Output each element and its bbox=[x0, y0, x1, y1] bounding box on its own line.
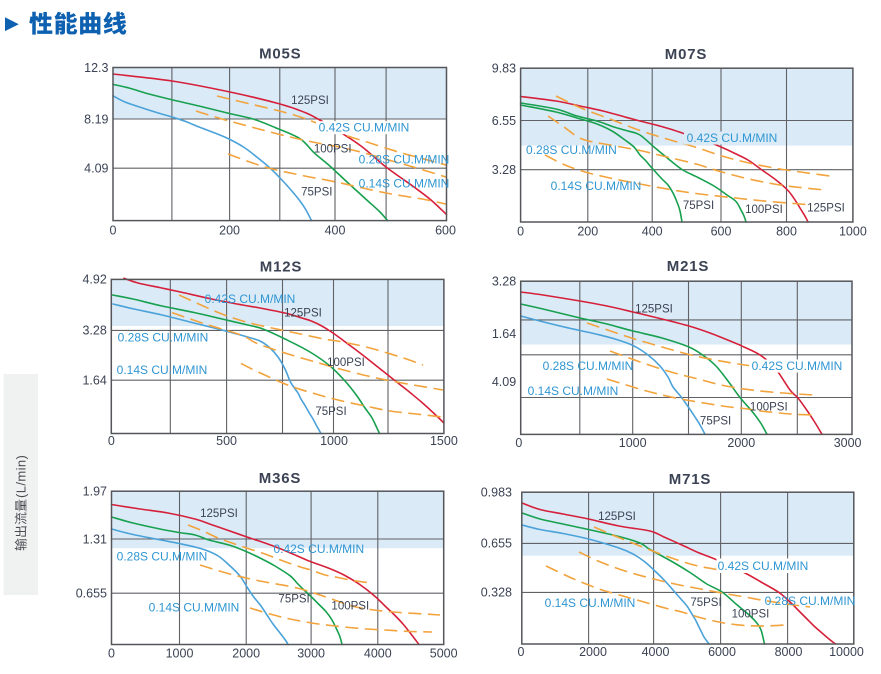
svg-text:600: 600 bbox=[711, 225, 732, 239]
svg-text:0.328: 0.328 bbox=[481, 586, 512, 600]
svg-text:0.14S CU.M/MIN: 0.14S CU.M/MIN bbox=[528, 384, 619, 398]
svg-text:0.14S CU.M/MIN: 0.14S CU.M/MIN bbox=[117, 363, 208, 377]
svg-text:M05S: M05S bbox=[259, 46, 301, 63]
svg-text:3000: 3000 bbox=[297, 646, 325, 660]
svg-text:75PSI: 75PSI bbox=[683, 200, 714, 212]
svg-text:200: 200 bbox=[219, 224, 240, 238]
svg-text:6.55: 6.55 bbox=[492, 114, 516, 128]
svg-text:0.42S CU.M/MIN: 0.42S CU.M/MIN bbox=[687, 131, 778, 145]
svg-text:M12S: M12S bbox=[260, 259, 302, 276]
svg-text:3.28: 3.28 bbox=[82, 324, 106, 338]
svg-text:0.28S CU.M/MIN: 0.28S CU.M/MIN bbox=[117, 549, 208, 563]
svg-text:75PSI: 75PSI bbox=[700, 416, 731, 428]
svg-text:4.09: 4.09 bbox=[84, 162, 108, 176]
svg-text:0: 0 bbox=[518, 645, 525, 659]
svg-text:0: 0 bbox=[515, 436, 522, 450]
svg-text:4.09: 4.09 bbox=[492, 375, 516, 389]
svg-text:100PSI: 100PSI bbox=[745, 204, 783, 216]
svg-text:M07S: M07S bbox=[665, 46, 707, 63]
svg-text:0.42S CU.M/MIN: 0.42S CU.M/MIN bbox=[273, 542, 364, 556]
svg-text:0.42S CU.M/MIN: 0.42S CU.M/MIN bbox=[718, 559, 809, 573]
svg-text:100PSI: 100PSI bbox=[331, 601, 369, 613]
svg-text:125PSI: 125PSI bbox=[598, 511, 636, 523]
svg-text:3.28: 3.28 bbox=[492, 163, 516, 177]
svg-text:0.14S CU.M/MIN: 0.14S CU.M/MIN bbox=[149, 601, 240, 615]
svg-text:1000: 1000 bbox=[839, 225, 867, 239]
svg-text:4.92: 4.92 bbox=[82, 273, 106, 287]
svg-text:1000: 1000 bbox=[166, 646, 194, 660]
svg-text:125PSI: 125PSI bbox=[291, 95, 329, 107]
svg-text:5000: 5000 bbox=[430, 646, 458, 660]
svg-text:125PSI: 125PSI bbox=[635, 304, 673, 316]
svg-text:8.19: 8.19 bbox=[84, 112, 108, 126]
svg-text:1.64: 1.64 bbox=[492, 327, 516, 341]
svg-text:400: 400 bbox=[642, 225, 663, 239]
svg-text:0.14S CU.M/MIN: 0.14S CU.M/MIN bbox=[545, 596, 636, 610]
svg-text:2000: 2000 bbox=[579, 645, 607, 659]
svg-text:12.3: 12.3 bbox=[84, 61, 108, 75]
svg-text:75PSI: 75PSI bbox=[301, 187, 332, 199]
svg-text:1.64: 1.64 bbox=[82, 374, 106, 388]
svg-text:8000: 8000 bbox=[775, 645, 803, 659]
svg-text:3.28: 3.28 bbox=[492, 275, 516, 289]
svg-text:400: 400 bbox=[325, 224, 346, 238]
svg-text:1.31: 1.31 bbox=[83, 532, 107, 546]
svg-text:75PSI: 75PSI bbox=[278, 594, 309, 606]
svg-text:0.14S CU.M/MIN: 0.14S CU.M/MIN bbox=[359, 177, 450, 191]
svg-text:0.983: 0.983 bbox=[481, 486, 512, 500]
svg-text:125PSI: 125PSI bbox=[200, 508, 238, 520]
svg-text:9.83: 9.83 bbox=[492, 62, 516, 76]
svg-text:0.42S CU.M/MIN: 0.42S CU.M/MIN bbox=[319, 121, 410, 135]
svg-text:0: 0 bbox=[108, 434, 115, 448]
svg-text:0.655: 0.655 bbox=[76, 587, 107, 601]
svg-text:100PSI: 100PSI bbox=[750, 402, 788, 414]
svg-text:4000: 4000 bbox=[364, 646, 392, 660]
svg-text:0.14S CU.M/MIN: 0.14S CU.M/MIN bbox=[551, 179, 642, 193]
svg-text:125PSI: 125PSI bbox=[807, 203, 845, 215]
svg-text:100PSI: 100PSI bbox=[314, 143, 352, 155]
svg-text:75PSI: 75PSI bbox=[315, 406, 346, 418]
svg-text:1000: 1000 bbox=[320, 434, 348, 448]
svg-text:1.97: 1.97 bbox=[83, 485, 107, 499]
svg-text:0: 0 bbox=[517, 225, 524, 239]
svg-text:(L/min): (L/min) bbox=[14, 455, 29, 498]
svg-text:125PSI: 125PSI bbox=[284, 308, 322, 320]
svg-text:2000: 2000 bbox=[232, 646, 260, 660]
svg-text:M21S: M21S bbox=[667, 258, 709, 275]
svg-text:M36S: M36S bbox=[259, 470, 301, 487]
svg-text:0.28S CU.M/MIN: 0.28S CU.M/MIN bbox=[526, 143, 617, 157]
svg-text:0.28S CU.M/MIN: 0.28S CU.M/MIN bbox=[765, 594, 856, 608]
svg-text:100PSI: 100PSI bbox=[327, 357, 365, 369]
svg-text:3000: 3000 bbox=[834, 436, 862, 450]
svg-text:800: 800 bbox=[776, 225, 797, 239]
svg-text:0.42S CU.M/MIN: 0.42S CU.M/MIN bbox=[752, 359, 843, 373]
svg-text:75PSI: 75PSI bbox=[690, 597, 721, 609]
svg-text:6000: 6000 bbox=[708, 645, 736, 659]
svg-text:0: 0 bbox=[110, 224, 117, 238]
svg-text:0.42S CU.M/MIN: 0.42S CU.M/MIN bbox=[205, 292, 296, 306]
svg-text:500: 500 bbox=[216, 434, 237, 448]
svg-text:100PSI: 100PSI bbox=[732, 609, 770, 621]
svg-text:0.28S CU.M/MIN: 0.28S CU.M/MIN bbox=[118, 331, 209, 345]
svg-text:0.28S CU.M/MIN: 0.28S CU.M/MIN bbox=[543, 359, 634, 373]
svg-text:1500: 1500 bbox=[430, 434, 458, 448]
svg-text:600: 600 bbox=[435, 224, 456, 238]
svg-text:0: 0 bbox=[108, 646, 115, 660]
svg-text:0.655: 0.655 bbox=[481, 537, 512, 551]
svg-text:2000: 2000 bbox=[727, 436, 755, 450]
svg-text:M71S: M71S bbox=[669, 471, 711, 488]
svg-text:4000: 4000 bbox=[642, 645, 670, 659]
svg-text:1000: 1000 bbox=[619, 436, 647, 450]
svg-text:200: 200 bbox=[577, 225, 598, 239]
svg-text:0.28S CU.M/MIN: 0.28S CU.M/MIN bbox=[359, 153, 450, 167]
svg-text:10000: 10000 bbox=[829, 645, 864, 659]
